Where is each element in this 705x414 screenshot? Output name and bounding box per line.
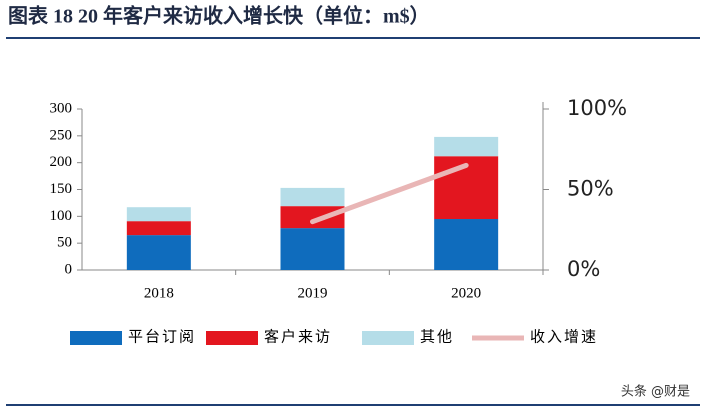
chart-title: 图表 18 20 年客户来访收入增长快（单位：m$） [8, 4, 430, 28]
legend-label: 平台订阅 [128, 328, 196, 345]
x-tick-label: 2019 [298, 285, 328, 301]
bar [126, 221, 191, 236]
y-tick-label: 150 [50, 181, 73, 197]
watermark: 头条 @财是 [621, 384, 690, 400]
y-tick-label: 100 [50, 208, 73, 224]
bar [280, 206, 345, 229]
legend-label: 客户来访 [264, 328, 332, 345]
bar [280, 187, 345, 207]
legend-swatch [362, 331, 414, 345]
x-tick-label: 2020 [451, 285, 481, 301]
bar [434, 136, 499, 157]
legend-label: 其他 [420, 328, 454, 345]
y2-tick-label: 50% [567, 177, 614, 201]
y2-tick-label: 0% [567, 257, 600, 281]
y-tick-label: 300 [50, 100, 73, 116]
bar [434, 219, 499, 270]
line [310, 162, 469, 225]
legend-swatch [206, 331, 258, 345]
y-tick-label: 50 [57, 235, 72, 251]
bar [126, 235, 191, 270]
y-tick-label: 200 [50, 154, 73, 170]
legend-swatch [70, 331, 122, 345]
y2-tick-label: 100% [567, 96, 627, 120]
bar [126, 207, 191, 222]
y-tick-label: 0 [65, 261, 73, 277]
y-tick-label: 250 [50, 127, 73, 143]
x-tick-label: 2018 [144, 285, 174, 301]
legend-label: 收入增速 [530, 328, 598, 345]
bar [280, 228, 345, 270]
